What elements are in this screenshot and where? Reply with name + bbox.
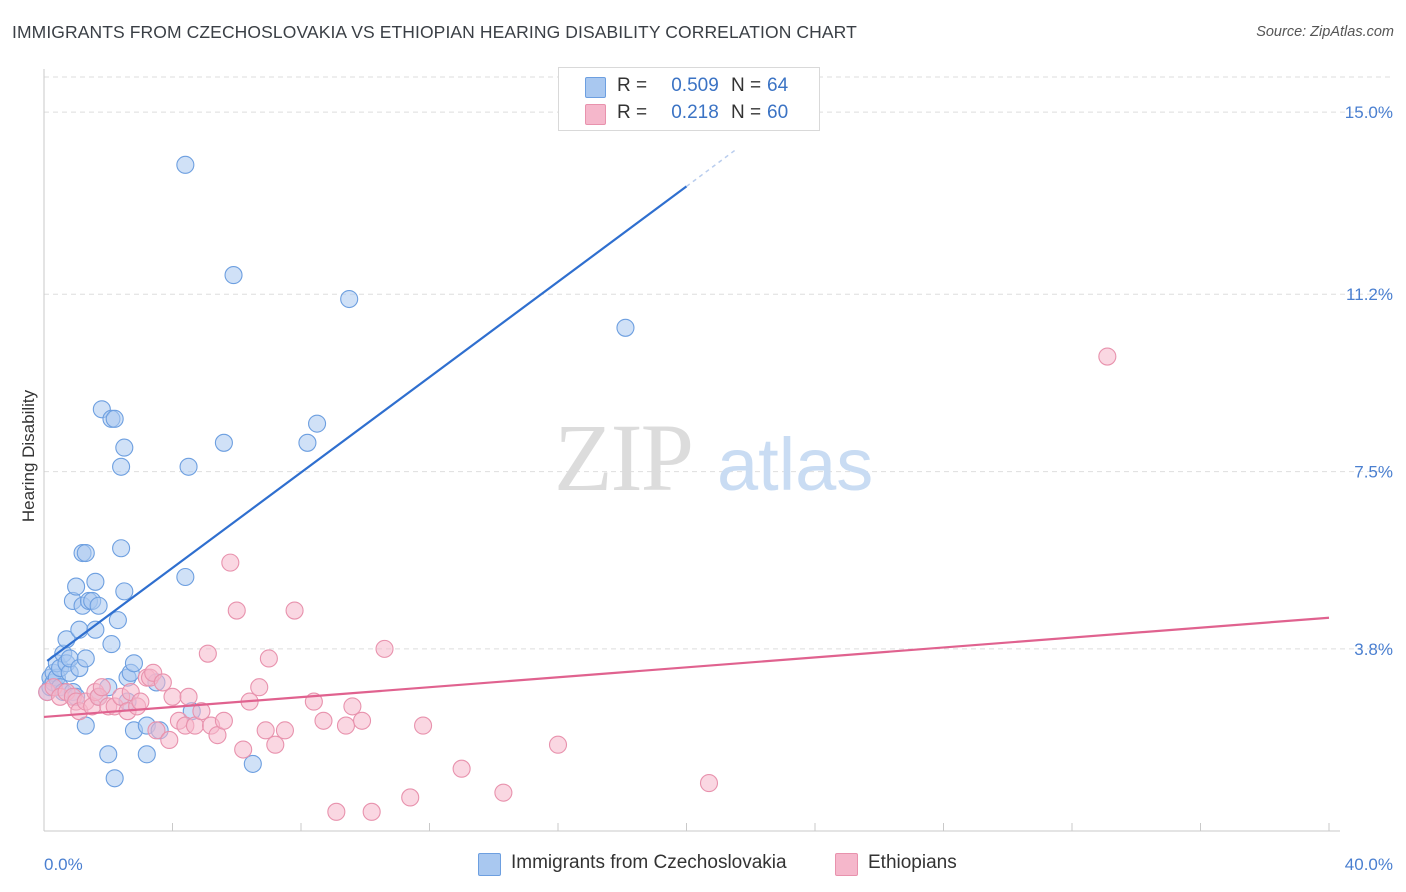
data-point-czechoslovakia (105, 769, 124, 788)
chart-source: Source: ZipAtlas.com (1256, 24, 1394, 40)
y-tick-labels: 3.8% 7.5% 11.2% 15.0% (1345, 103, 1393, 659)
legend-swatch-pink (585, 104, 606, 125)
data-point-czechoslovakia (108, 611, 127, 630)
data-point-czechoslovakia (115, 438, 134, 457)
legend-n-label: N = (731, 75, 762, 96)
data-point-ethiopians (285, 601, 304, 620)
data-point-czechoslovakia (112, 539, 131, 558)
data-point-czechoslovakia (616, 318, 635, 337)
x-tick-label-min: 0.0% (44, 855, 83, 874)
data-point-ethiopians (343, 697, 362, 716)
data-point-ethiopians (1098, 347, 1117, 366)
data-point-ethiopians (336, 716, 356, 735)
legend-r-label: R = (617, 102, 648, 123)
data-point-czechoslovakia (112, 457, 131, 476)
y-tick-label: 3.8% (1354, 640, 1393, 659)
x-tick-marks (43, 823, 1330, 831)
chart-title: IMMIGRANTS FROM CZECHOSLOVAKIA VS ETHIOP… (12, 22, 857, 42)
data-point-czechoslovakia (340, 289, 359, 309)
data-point-ethiopians (147, 721, 166, 740)
data-point-czechoslovakia (86, 572, 105, 591)
legend-r-value: 0.218 (671, 102, 719, 123)
data-point-ethiopians (179, 687, 198, 706)
legend-swatch-pink (835, 853, 858, 876)
data-point-ethiopians (131, 692, 150, 711)
data-point-czechoslovakia (298, 433, 317, 452)
data-point-ethiopians (699, 774, 719, 793)
data-point-ethiopians (153, 673, 172, 692)
data-point-czechoslovakia (308, 414, 327, 433)
data-point-czechoslovakia (76, 649, 95, 668)
trend-line-czechoslovakia (46, 185, 688, 662)
data-point-czechoslovakia (243, 754, 262, 773)
legend-r-label: R = (617, 75, 648, 96)
data-point-czechoslovakia (214, 433, 233, 452)
x-tick-label-max: 40.0% (1345, 855, 1393, 874)
data-point-ethiopians (314, 711, 333, 730)
data-point-ethiopians (362, 802, 381, 821)
y-tick-label: 7.5% (1354, 463, 1393, 482)
data-point-czechoslovakia (115, 582, 134, 601)
data-point-czechoslovakia (176, 155, 195, 174)
data-point-czechoslovakia (99, 745, 118, 764)
data-point-ethiopians (192, 702, 211, 721)
data-point-ethiopians (275, 721, 294, 740)
data-point-czechoslovakia (105, 409, 124, 428)
data-point-ethiopians (163, 687, 182, 706)
legend-n-label: N = (731, 102, 762, 123)
legend-label-ethiopians: Ethiopians (868, 852, 957, 873)
legend-swatch-blue (478, 853, 501, 876)
data-point-ethiopians (266, 735, 285, 754)
data-point-ethiopians (160, 730, 179, 749)
data-point-ethiopians (198, 644, 217, 663)
data-point-czechoslovakia (67, 577, 86, 596)
y-tick-label: 15.0% (1345, 103, 1393, 122)
data-point-czechoslovakia (86, 620, 105, 639)
legend-n-value: 60 (767, 102, 789, 123)
trend-line-czechoslovakia-extension (686, 149, 736, 188)
data-point-ethiopians (401, 788, 420, 807)
data-point-ethiopians (234, 740, 253, 759)
data-point-czechoslovakia (137, 745, 156, 764)
data-point-ethiopians (214, 711, 233, 730)
y-tick-label: 11.2% (1346, 285, 1393, 304)
data-point-ethiopians (494, 783, 513, 802)
trend-lines (43, 149, 1330, 719)
grid-lines (44, 76, 1393, 650)
data-point-czechoslovakia (76, 543, 95, 563)
data-point-ethiopians (452, 759, 471, 778)
legend-label-czechoslovakia: Immigrants from Czechoslovakia (511, 852, 787, 873)
stats-legend: R = 0.509 N = 64 R = 0.218 N = 60 (558, 67, 820, 131)
data-point-ethiopians (352, 711, 372, 730)
axes (43, 69, 1340, 832)
legend-n-value: 64 (767, 75, 789, 96)
data-point-czechoslovakia (224, 266, 243, 285)
data-point-czechoslovakia (102, 635, 121, 654)
data-point-czechoslovakia (179, 457, 198, 476)
data-point-ethiopians (327, 802, 346, 821)
series-legend: Immigrants from Czechoslovakia Ethiopian… (0, 852, 1406, 878)
watermark-atlas: atlas (717, 423, 873, 506)
data-point-ethiopians (221, 553, 240, 572)
watermark: ZIP atlas (554, 404, 873, 511)
data-point-ethiopians (250, 678, 269, 697)
data-point-czechoslovakia (124, 654, 143, 673)
legend-swatch-blue (585, 77, 606, 98)
watermark-zip: ZIP (554, 404, 692, 511)
data-point-ethiopians (227, 601, 246, 620)
data-point-ethiopians (256, 721, 275, 740)
data-point-czechoslovakia (176, 567, 195, 587)
data-point-ethiopians (259, 649, 278, 668)
data-point-ethiopians (92, 678, 111, 697)
data-point-ethiopians (375, 639, 394, 658)
data-point-czechoslovakia (89, 596, 108, 615)
trend-line-ethiopians (43, 616, 1330, 719)
data-point-ethiopians (548, 735, 568, 754)
y-axis-label: Hearing Disability (19, 389, 38, 522)
legend-r-value: 0.509 (671, 75, 719, 96)
data-point-ethiopians (414, 716, 433, 735)
series-czechoslovakia-points (38, 155, 635, 788)
